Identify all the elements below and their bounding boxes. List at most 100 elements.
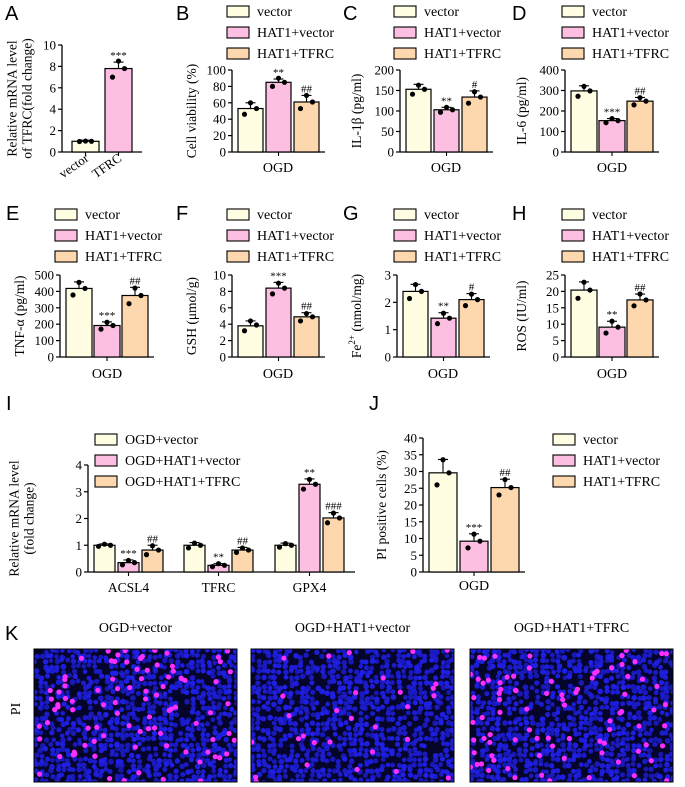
nucleus — [195, 678, 201, 684]
significance-mark: *** — [270, 270, 287, 282]
nucleus — [118, 767, 124, 773]
nucleus — [294, 706, 300, 713]
nucleus — [216, 670, 223, 676]
nucleus — [167, 753, 173, 758]
nucleus — [86, 653, 92, 659]
nucleus — [620, 762, 625, 768]
nucleus — [625, 684, 631, 690]
pi-positive-cell — [164, 650, 170, 656]
nucleus — [330, 742, 336, 749]
nucleus — [229, 663, 234, 668]
nucleus — [373, 735, 380, 742]
pi-positive-cell — [36, 723, 42, 729]
nucleus — [390, 689, 396, 695]
nucleus — [412, 732, 418, 738]
nucleus — [212, 729, 219, 736]
nucleus — [352, 777, 358, 782]
nucleus — [38, 761, 44, 767]
nucleus — [265, 700, 271, 706]
y-tick-label: 25 — [404, 481, 417, 496]
nucleus — [555, 774, 562, 781]
nucleus — [412, 654, 417, 660]
nucleus — [96, 658, 102, 664]
nucleus — [363, 659, 369, 665]
nucleus — [276, 774, 283, 780]
data-point — [138, 292, 144, 299]
nucleus — [102, 746, 108, 752]
data-point — [465, 545, 471, 551]
nucleus — [169, 762, 175, 768]
nucleus — [299, 778, 305, 782]
nucleus — [227, 757, 233, 763]
nucleus — [440, 674, 445, 680]
nucleus — [281, 753, 287, 759]
data-point — [253, 322, 260, 328]
nucleus — [256, 753, 262, 759]
nucleus — [522, 753, 527, 758]
panel-label: J — [369, 393, 379, 415]
nucleus — [251, 762, 256, 768]
data-point — [409, 91, 416, 97]
nucleus — [82, 735, 88, 741]
data-point — [631, 303, 637, 309]
nucleus — [289, 778, 295, 782]
nucleus — [233, 683, 237, 690]
nucleus — [82, 715, 88, 721]
nucleus — [48, 767, 54, 774]
nucleus — [336, 680, 343, 686]
nucleus — [544, 711, 551, 718]
pi-positive-cell — [496, 697, 503, 703]
nucleus — [406, 741, 411, 746]
nucleus — [150, 673, 157, 680]
nucleus — [343, 720, 349, 726]
nucleus — [500, 732, 506, 738]
nucleus — [297, 654, 303, 661]
nucleus — [401, 757, 407, 763]
nucleus — [572, 722, 577, 727]
nucleus — [135, 690, 141, 696]
nucleus — [251, 746, 256, 753]
nucleus — [55, 747, 61, 754]
nucleus — [603, 779, 609, 782]
nucleus — [630, 674, 636, 680]
nucleus — [163, 680, 169, 686]
data-point — [437, 109, 444, 115]
nucleus — [282, 684, 288, 690]
nucleus — [511, 649, 517, 655]
nucleus — [444, 728, 450, 733]
nucleus — [506, 689, 512, 695]
nucleus — [210, 700, 216, 706]
nucleus — [217, 683, 223, 689]
legend-entry: HAT1+TFRC — [257, 47, 334, 62]
y-tick-label: 2 — [76, 511, 83, 526]
nucleus — [98, 762, 104, 768]
nucleus — [119, 747, 125, 754]
legend-entry: vector — [257, 208, 292, 223]
pi-positive-cell — [492, 653, 498, 659]
nucleus — [385, 710, 391, 716]
nucleus — [276, 669, 282, 675]
nucleus — [321, 771, 327, 777]
nucleus — [152, 685, 159, 692]
pi-positive-cell — [304, 762, 310, 768]
nucleus — [422, 657, 428, 664]
nucleus — [233, 690, 237, 697]
significance-mark: ** — [304, 467, 315, 479]
nucleus — [293, 680, 299, 687]
nucleus — [346, 725, 352, 731]
nucleus — [400, 772, 406, 778]
nucleus — [445, 683, 451, 689]
pi-positive-cell — [253, 774, 259, 780]
nucleus — [141, 702, 147, 707]
pi-positive-cell — [497, 680, 503, 686]
pi-positive-cell — [170, 668, 176, 674]
nucleus — [522, 742, 529, 748]
nucleus — [232, 658, 237, 663]
bar — [293, 101, 320, 153]
nucleus — [282, 773, 288, 779]
nucleus — [255, 725, 261, 731]
nucleus — [390, 649, 396, 653]
nucleus — [405, 652, 411, 658]
pi-positive-cell — [105, 649, 111, 654]
nucleus — [604, 668, 610, 674]
